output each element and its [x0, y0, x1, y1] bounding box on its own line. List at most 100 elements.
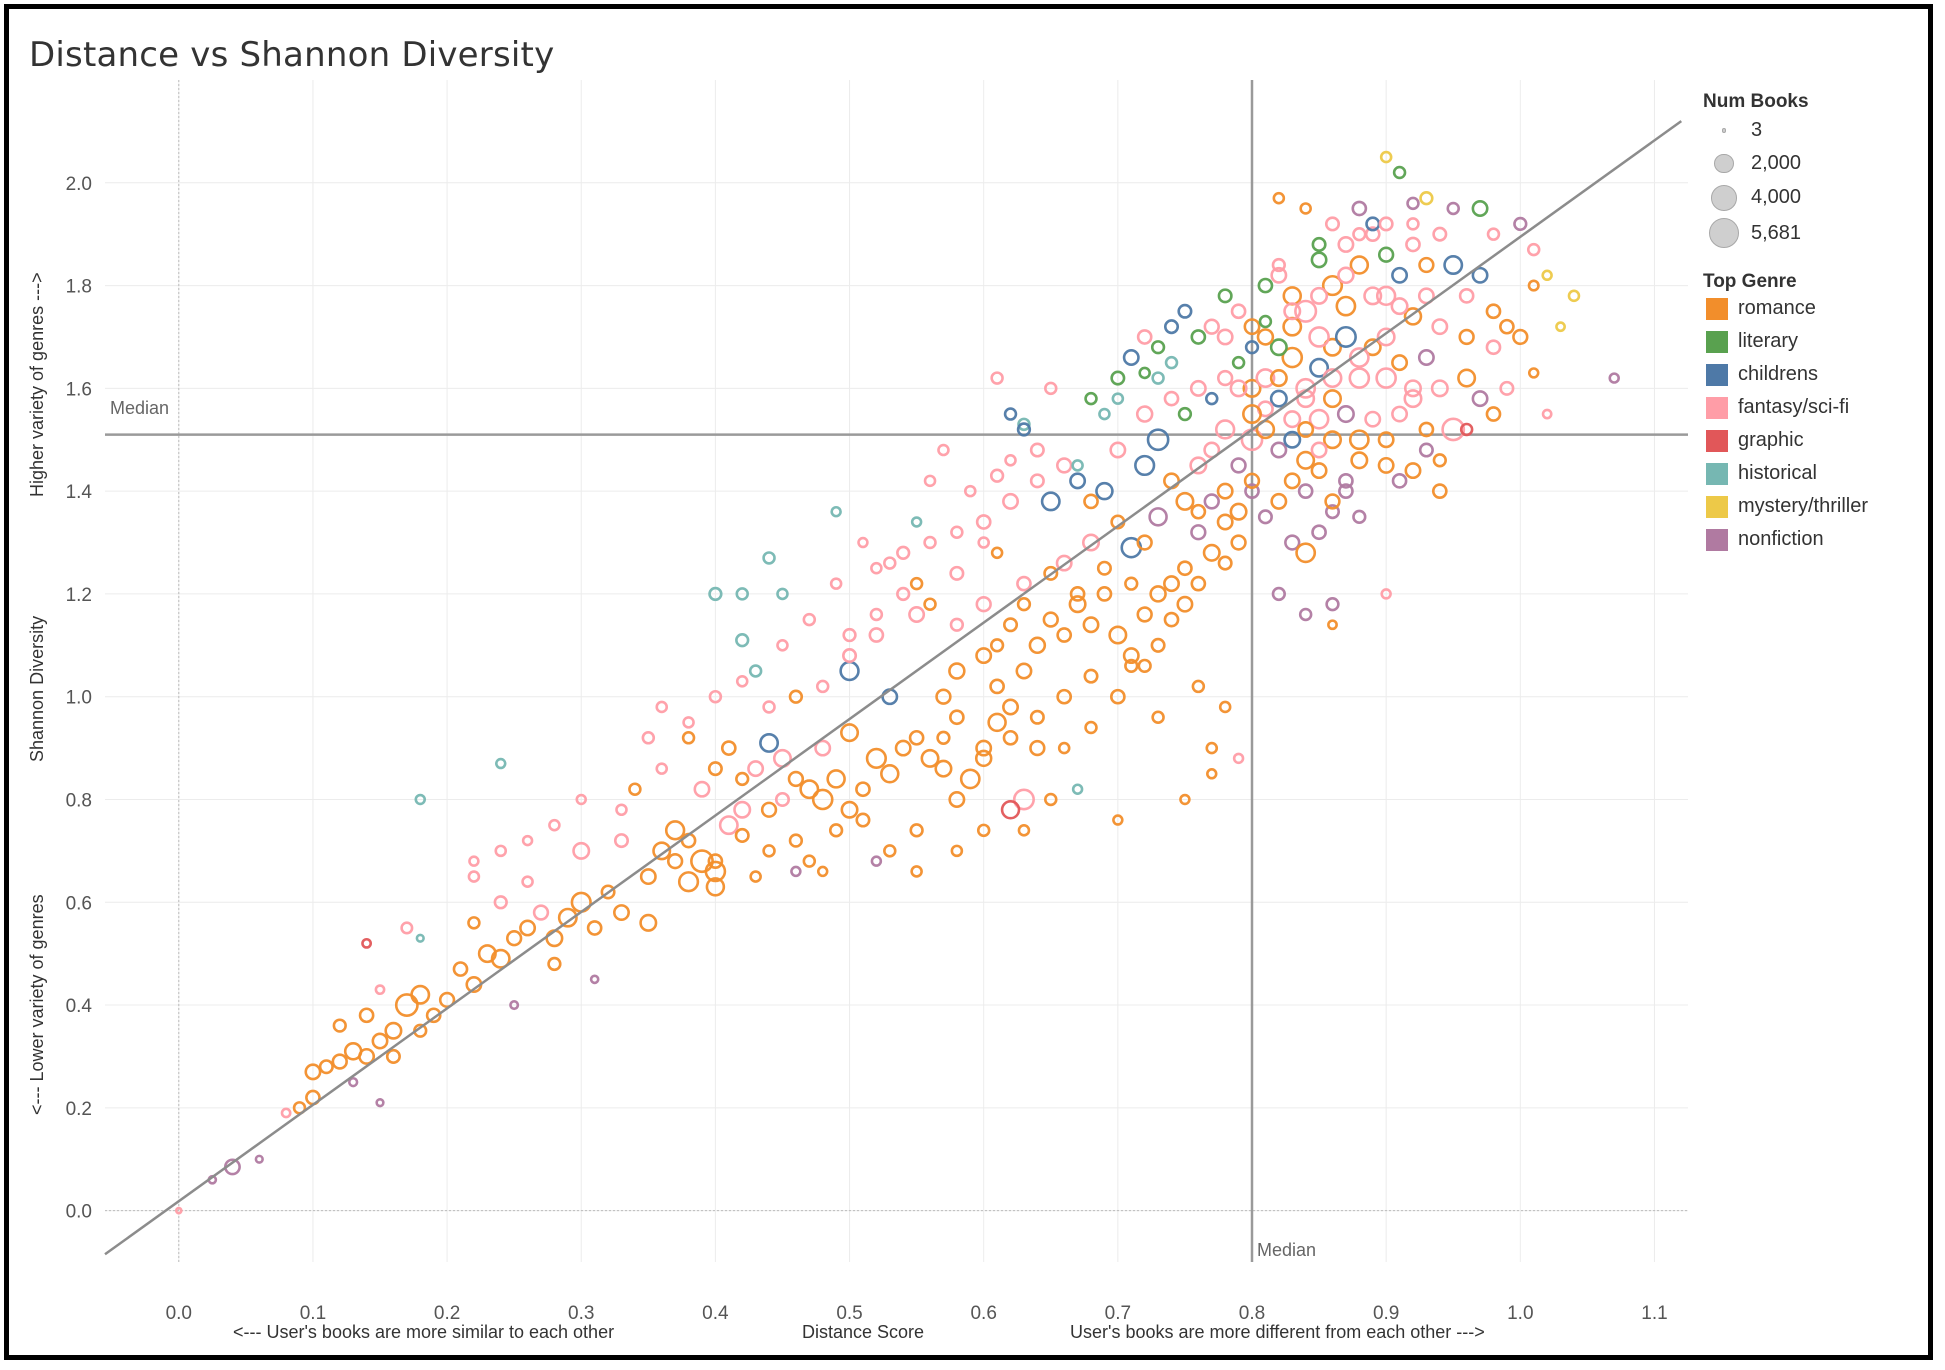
data-point	[1337, 235, 1355, 253]
legend-size-label: 3	[1751, 119, 1763, 141]
legend-genre-label: nonfiction	[1738, 528, 1824, 550]
data-point	[1216, 513, 1234, 531]
data-point	[1271, 586, 1286, 602]
data-point	[1284, 534, 1301, 551]
data-point	[1335, 295, 1357, 317]
data-point	[1308, 408, 1330, 430]
data-point	[1029, 473, 1045, 489]
data-point	[1096, 560, 1112, 576]
data-point	[1432, 453, 1447, 468]
data-point	[586, 920, 603, 936]
data-point	[934, 759, 953, 778]
data-point	[1110, 370, 1126, 386]
data-point	[735, 633, 750, 648]
trend-line	[104, 120, 1683, 1256]
data-point	[1137, 658, 1152, 674]
data-point	[1164, 355, 1179, 370]
data-point	[1296, 450, 1316, 470]
data-point	[639, 913, 658, 932]
data-point	[870, 561, 883, 575]
genre-swatch-icon	[1706, 396, 1728, 419]
data-point	[1149, 585, 1167, 603]
data-point	[1244, 483, 1260, 499]
data-point	[1378, 216, 1394, 232]
legend-genre-item[interactable]: historical	[1706, 462, 1817, 485]
ylabel-bottom: <--- Lower variety of genres	[27, 894, 47, 1115]
data-point	[1348, 429, 1370, 451]
legend-genre-item[interactable]: nonfiction	[1706, 528, 1824, 551]
data-point	[735, 587, 749, 601]
data-point	[509, 1000, 520, 1011]
data-point	[1418, 442, 1434, 458]
legend-genre-item[interactable]: childrens	[1706, 363, 1818, 386]
genre-swatch-icon	[1706, 528, 1728, 551]
data-point	[830, 505, 842, 518]
data-point	[1417, 349, 1435, 366]
legend-genre-item[interactable]: romance	[1706, 297, 1816, 320]
data-point	[1324, 493, 1341, 510]
data-point	[869, 607, 884, 622]
data-point	[1217, 555, 1233, 571]
data-point	[1071, 783, 1084, 795]
data-point	[1270, 441, 1288, 459]
data-point	[1348, 367, 1371, 389]
data-point	[975, 596, 992, 613]
data-point	[1163, 575, 1180, 593]
legend-genre-item[interactable]: literary	[1706, 330, 1798, 353]
data-point	[842, 648, 858, 664]
data-point	[883, 844, 897, 858]
data-point	[1179, 793, 1191, 806]
data-point	[788, 689, 804, 704]
data-point	[1191, 679, 1206, 694]
data-point	[1205, 391, 1219, 406]
data-point	[865, 747, 887, 769]
data-point	[254, 1154, 264, 1164]
data-point	[708, 689, 723, 704]
data-point	[734, 827, 750, 843]
data-point	[828, 823, 844, 838]
data-point	[664, 820, 686, 841]
median-label-x: Median	[1257, 1240, 1317, 1260]
data-point	[1270, 492, 1288, 510]
data-point	[950, 525, 964, 539]
data-point	[1214, 419, 1236, 440]
data-point	[548, 818, 561, 832]
legend-genre-item[interactable]: mystery/thriller	[1706, 495, 1868, 518]
data-point	[1150, 340, 1166, 355]
data-point	[1216, 328, 1234, 346]
data-point	[963, 484, 977, 498]
size-circle-icon	[1709, 218, 1739, 248]
y-tick-label: 0.6	[66, 893, 92, 914]
data-point	[987, 712, 1007, 733]
data-point	[990, 546, 1004, 560]
data-point	[1363, 286, 1383, 306]
data-point	[615, 803, 628, 817]
data-point	[855, 781, 871, 798]
data-point	[1122, 349, 1140, 366]
data-point	[1044, 792, 1058, 807]
data-point	[1432, 226, 1448, 242]
data-point	[1512, 328, 1529, 346]
data-point	[870, 855, 883, 867]
legend-genre-item[interactable]: fantasy/sci-fi	[1706, 396, 1849, 419]
data-point	[1151, 710, 1165, 725]
data-point	[735, 674, 749, 688]
legend-genre-label: historical	[1738, 462, 1817, 484]
data-point	[1310, 441, 1328, 459]
data-point	[760, 801, 778, 818]
data-point	[948, 662, 966, 680]
data-point	[1283, 410, 1302, 429]
legend-genre-item[interactable]: graphic	[1706, 429, 1804, 452]
data-point	[974, 749, 993, 768]
data-point	[705, 877, 726, 897]
data-point	[1098, 407, 1111, 421]
x-tick-label: 0.7	[1105, 1303, 1131, 1324]
data-point	[936, 730, 951, 745]
data-point	[1216, 369, 1234, 387]
genre-swatch-icon	[1706, 429, 1728, 452]
data-point	[1349, 255, 1370, 275]
data-point	[1391, 266, 1409, 284]
data-point	[894, 739, 912, 757]
data-point	[1109, 441, 1127, 459]
data-point	[1016, 597, 1032, 612]
